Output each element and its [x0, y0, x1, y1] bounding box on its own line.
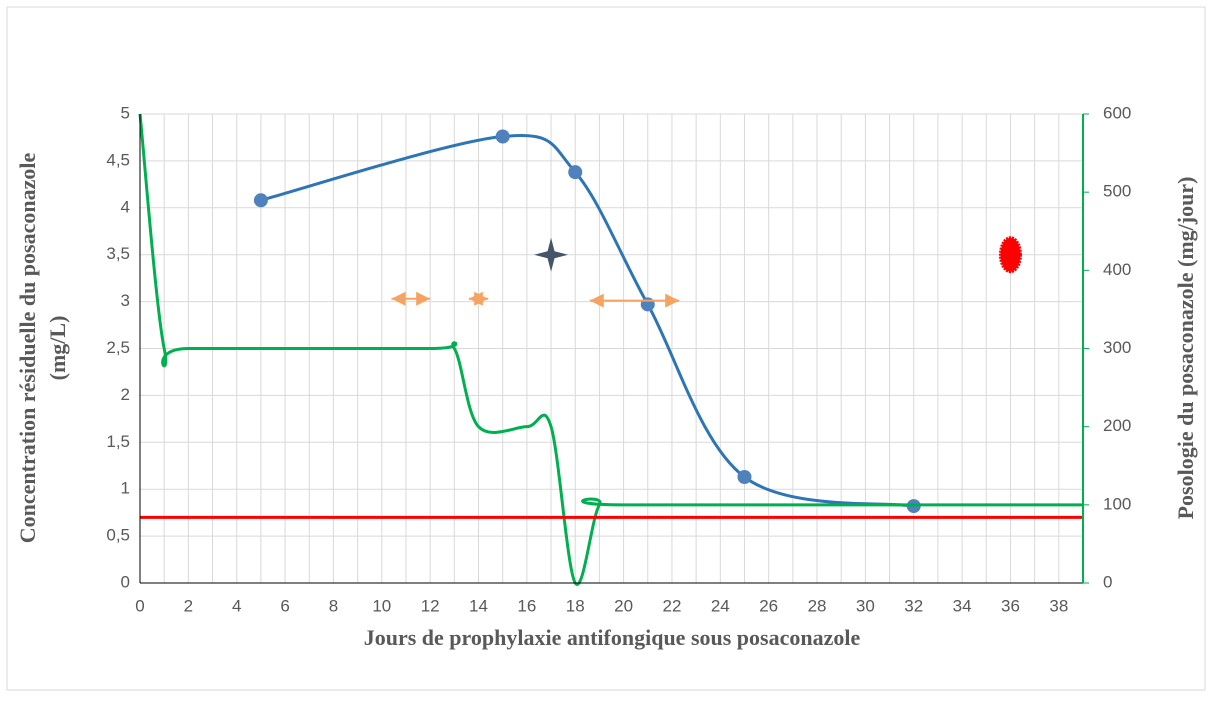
x-tick-label: 22: [662, 596, 681, 615]
x-axis-title: Jours de prophylaxie antifongique sous p…: [364, 625, 861, 650]
y-tick-label: 2: [121, 385, 130, 404]
arrow-head: [391, 291, 406, 306]
x-tick-label: 38: [1049, 596, 1068, 615]
x-tick-label: 14: [469, 596, 488, 615]
x-tick-label: 0: [135, 596, 144, 615]
series-line: [260, 134, 914, 508]
chart-frame: [6, 6, 1206, 691]
x-tick-label: 10: [372, 596, 391, 615]
y-axis-title: (mg/L): [45, 316, 70, 381]
x-tick-label: 32: [904, 596, 923, 615]
data-point: [495, 129, 510, 144]
y2-tick-label: 400: [1103, 260, 1131, 279]
y-tick-label: 3,5: [106, 244, 130, 263]
x-tick-label: 8: [329, 596, 338, 615]
x-tick-label: 26: [759, 596, 778, 615]
x-tick-label: 24: [711, 596, 730, 615]
arrow-head: [474, 291, 489, 306]
y-tick-label: 1: [121, 479, 130, 498]
data-point: [737, 470, 752, 485]
y-tick-label: 2,5: [106, 338, 130, 357]
y2-tick-label: 500: [1103, 182, 1131, 201]
blob-marker: [998, 236, 1022, 274]
x-tick-label: 36: [1001, 596, 1020, 615]
x-tick-label: 34: [953, 596, 972, 615]
x-tick-label: 16: [517, 596, 536, 615]
y-tick-label: 4,5: [106, 150, 130, 169]
y-tick-label: 5: [121, 103, 130, 122]
y-axis-title: Concentration résiduelle du posaconazole: [15, 153, 40, 544]
double-arrow: [391, 291, 431, 306]
x-tick-label: 4: [232, 596, 241, 615]
x-tick-label: 20: [614, 596, 633, 615]
y2-tick-label: 200: [1103, 416, 1131, 435]
y2-tick-label: 100: [1103, 494, 1131, 513]
y2-tick-label: 0: [1103, 572, 1112, 591]
y2-axis-title: Posologie du posaconazole (mg/jour): [1173, 177, 1198, 520]
x-tick-label: 30: [856, 596, 875, 615]
x-tick-label: 2: [184, 596, 193, 615]
star-marker: [534, 237, 569, 272]
arrow-head: [416, 291, 431, 306]
double-arrow: [589, 293, 680, 308]
x-tick-label: 18: [566, 596, 585, 615]
x-tick-label: 28: [808, 596, 827, 615]
arrow-head: [665, 293, 680, 308]
y-tick-label: 1,5: [106, 432, 130, 451]
series-line: [138, 113, 1083, 586]
y-tick-label: 4: [121, 197, 130, 216]
y-tick-label: 3: [121, 291, 130, 310]
y2-tick-label: 600: [1103, 103, 1131, 122]
data-point: [253, 193, 268, 208]
x-tick-label: 6: [280, 596, 289, 615]
double-arrow: [468, 291, 489, 306]
y-tick-label: 0: [121, 572, 130, 591]
y-tick-label: 0,5: [106, 526, 130, 545]
y2-tick-label: 300: [1103, 338, 1131, 357]
data-point: [568, 165, 583, 180]
data-point: [640, 297, 655, 312]
arrow-head: [589, 293, 604, 308]
x-tick-label: 12: [421, 596, 440, 615]
